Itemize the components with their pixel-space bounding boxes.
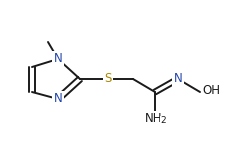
Text: N: N [174,73,182,85]
Text: N: N [54,93,62,105]
Text: 2: 2 [160,116,166,125]
Text: N: N [54,53,62,65]
Text: NH: NH [145,112,163,125]
Text: S: S [104,73,112,85]
Text: OH: OH [202,85,220,97]
